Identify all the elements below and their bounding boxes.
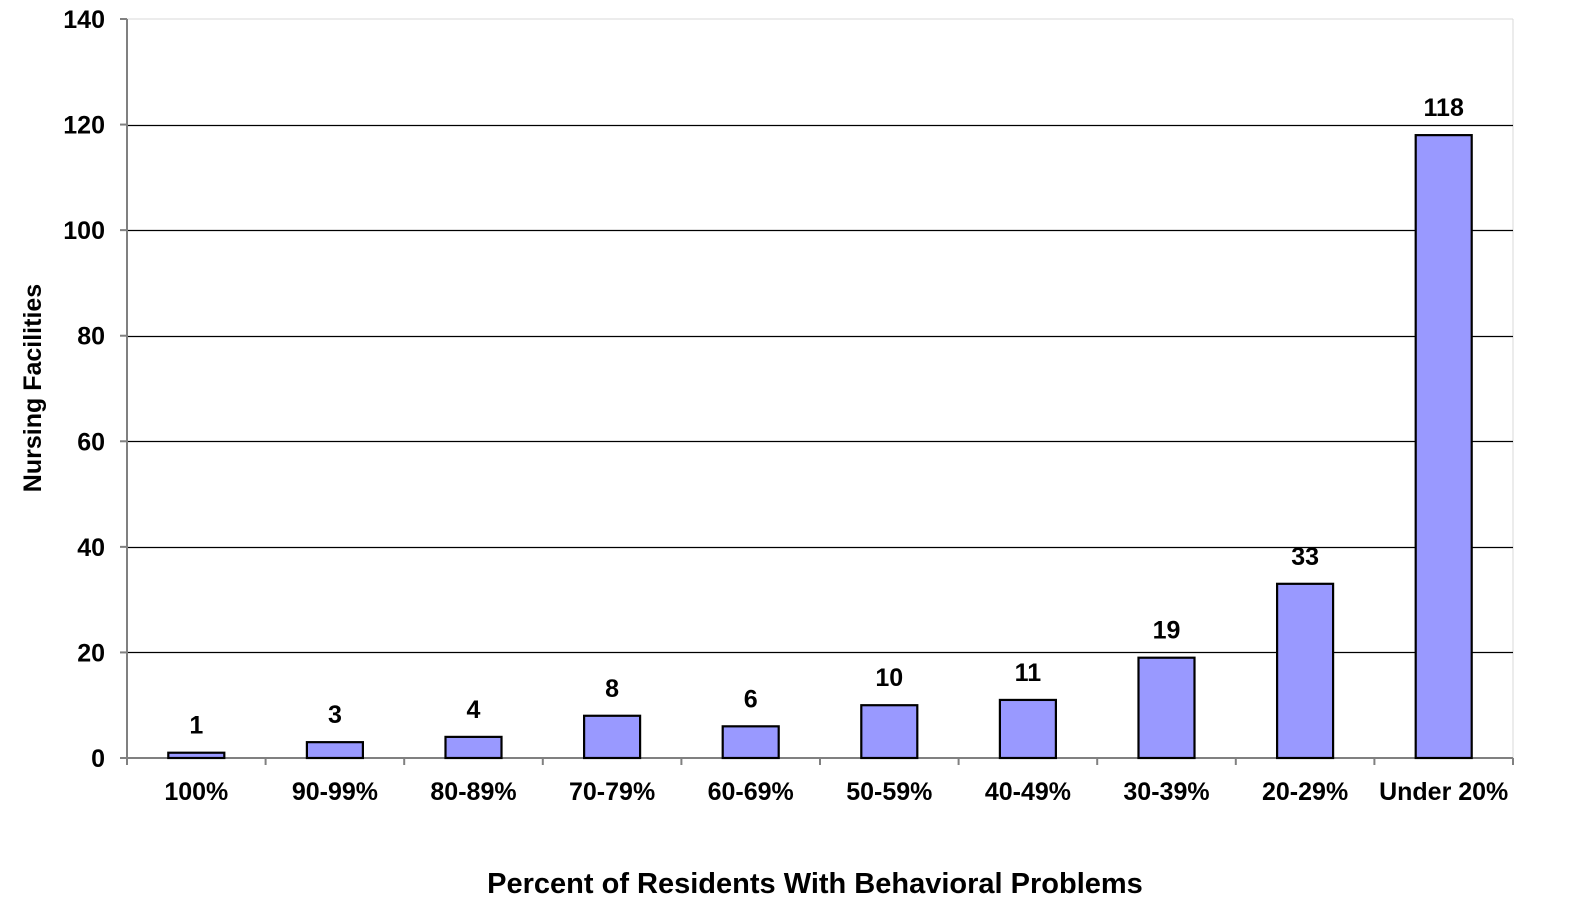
y-tick-labels: 0 20 40 60 80 100 120 140 — [63, 6, 105, 773]
bars — [167, 134, 1473, 760]
y-axis — [120, 18, 128, 759]
x-tick-label: 30-39% — [1123, 778, 1209, 806]
bar — [860, 704, 919, 760]
x-tick-label: 20-29% — [1262, 778, 1348, 806]
bar — [582, 714, 642, 760]
y-tick-label: 0 — [91, 745, 105, 773]
data-label: 10 — [875, 664, 903, 692]
x-tick-label: 50-59% — [846, 778, 932, 806]
y-tick-label: 20 — [77, 639, 105, 667]
bar — [444, 735, 503, 760]
gridlines — [127, 124, 1513, 654]
data-label: 4 — [467, 696, 481, 724]
plot-area — [127, 18, 1514, 758]
y-tick-label: 40 — [77, 534, 105, 562]
y-tick-label: 100 — [63, 217, 105, 245]
y-axis-title: Nursing Facilities — [19, 284, 47, 492]
y-tick-label: 60 — [77, 428, 105, 456]
bar — [167, 751, 226, 760]
data-label: 8 — [605, 675, 619, 703]
x-tick-label: 60-69% — [708, 778, 794, 806]
data-label: 19 — [1153, 617, 1181, 645]
x-tick-label: 70-79% — [569, 778, 655, 806]
data-label: 118 — [1424, 94, 1464, 122]
y-tick-label: 80 — [77, 323, 105, 351]
bar — [721, 725, 780, 760]
data-labels: 1 3 4 8 6 10 11 19 33 118 — [189, 94, 1464, 740]
data-label: 33 — [1291, 543, 1319, 571]
bar — [305, 741, 364, 760]
bar — [998, 698, 1058, 760]
data-label: 3 — [328, 701, 342, 729]
x-tick-labels: 100% 90-99% 80-89% 70-79% 60-69% 50-59% 40-49%… — [164, 778, 1508, 806]
x-tick-label: Under 20% — [1379, 778, 1508, 806]
x-tick-label: 100% — [164, 778, 228, 806]
bar — [1275, 582, 1335, 760]
x-tick-label: 80-89% — [430, 778, 516, 806]
data-label: 11 — [1015, 659, 1042, 687]
y-tick-label: 140 — [63, 6, 105, 34]
data-label: 1 — [189, 712, 203, 740]
bar — [1414, 134, 1473, 760]
x-axis-title: Percent of Residents With Behavioral Pro… — [487, 868, 1143, 900]
x-tick-label: 90-99% — [292, 778, 378, 806]
bar — [1137, 656, 1196, 760]
data-label: 6 — [744, 685, 758, 713]
y-tick-label: 120 — [63, 112, 105, 140]
x-tick-label: 40-49% — [985, 778, 1071, 806]
